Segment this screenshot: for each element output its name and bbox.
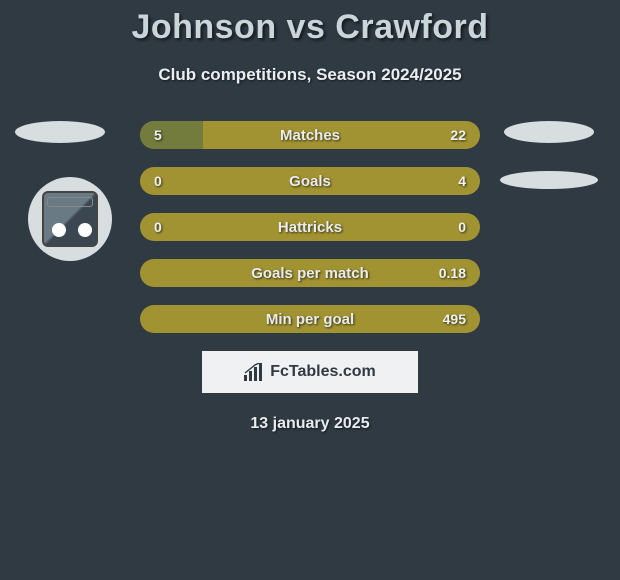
stat-value-right: 0.18 bbox=[439, 259, 466, 287]
stat-value-right: 495 bbox=[443, 305, 466, 333]
subtitle: Club competitions, Season 2024/2025 bbox=[0, 65, 620, 85]
stat-label: Goals bbox=[140, 167, 480, 195]
date-label: 13 january 2025 bbox=[0, 415, 620, 433]
stat-label: Matches bbox=[140, 121, 480, 149]
stat-value-right: 22 bbox=[450, 121, 466, 149]
chart-icon bbox=[244, 363, 264, 381]
club-crest-icon bbox=[42, 191, 98, 247]
stats-table: 5Matches220Goals40Hattricks0Goals per ma… bbox=[140, 121, 480, 333]
player-badge-right bbox=[504, 121, 594, 143]
content-area: 5Matches220Goals40Hattricks0Goals per ma… bbox=[0, 121, 620, 433]
player-badge-right-2 bbox=[500, 171, 598, 189]
stat-row: Min per goal495 bbox=[140, 305, 480, 333]
stat-label: Hattricks bbox=[140, 213, 480, 241]
stat-value-right: 0 bbox=[458, 213, 466, 241]
stat-row: 0Goals4 bbox=[140, 167, 480, 195]
team-logo-left bbox=[28, 177, 112, 261]
page-title: Johnson vs Crawford bbox=[0, 8, 620, 47]
stat-row: 5Matches22 bbox=[140, 121, 480, 149]
stat-label: Goals per match bbox=[140, 259, 480, 287]
stat-label: Min per goal bbox=[140, 305, 480, 333]
stat-row: 0Hattricks0 bbox=[140, 213, 480, 241]
stat-value-right: 4 bbox=[458, 167, 466, 195]
stat-row: Goals per match0.18 bbox=[140, 259, 480, 287]
branding-label: FcTables.com bbox=[270, 363, 376, 381]
comparison-widget: Johnson vs Crawford Club competitions, S… bbox=[0, 0, 620, 433]
branding-box[interactable]: FcTables.com bbox=[202, 351, 418, 393]
player-badge-left bbox=[15, 121, 105, 143]
